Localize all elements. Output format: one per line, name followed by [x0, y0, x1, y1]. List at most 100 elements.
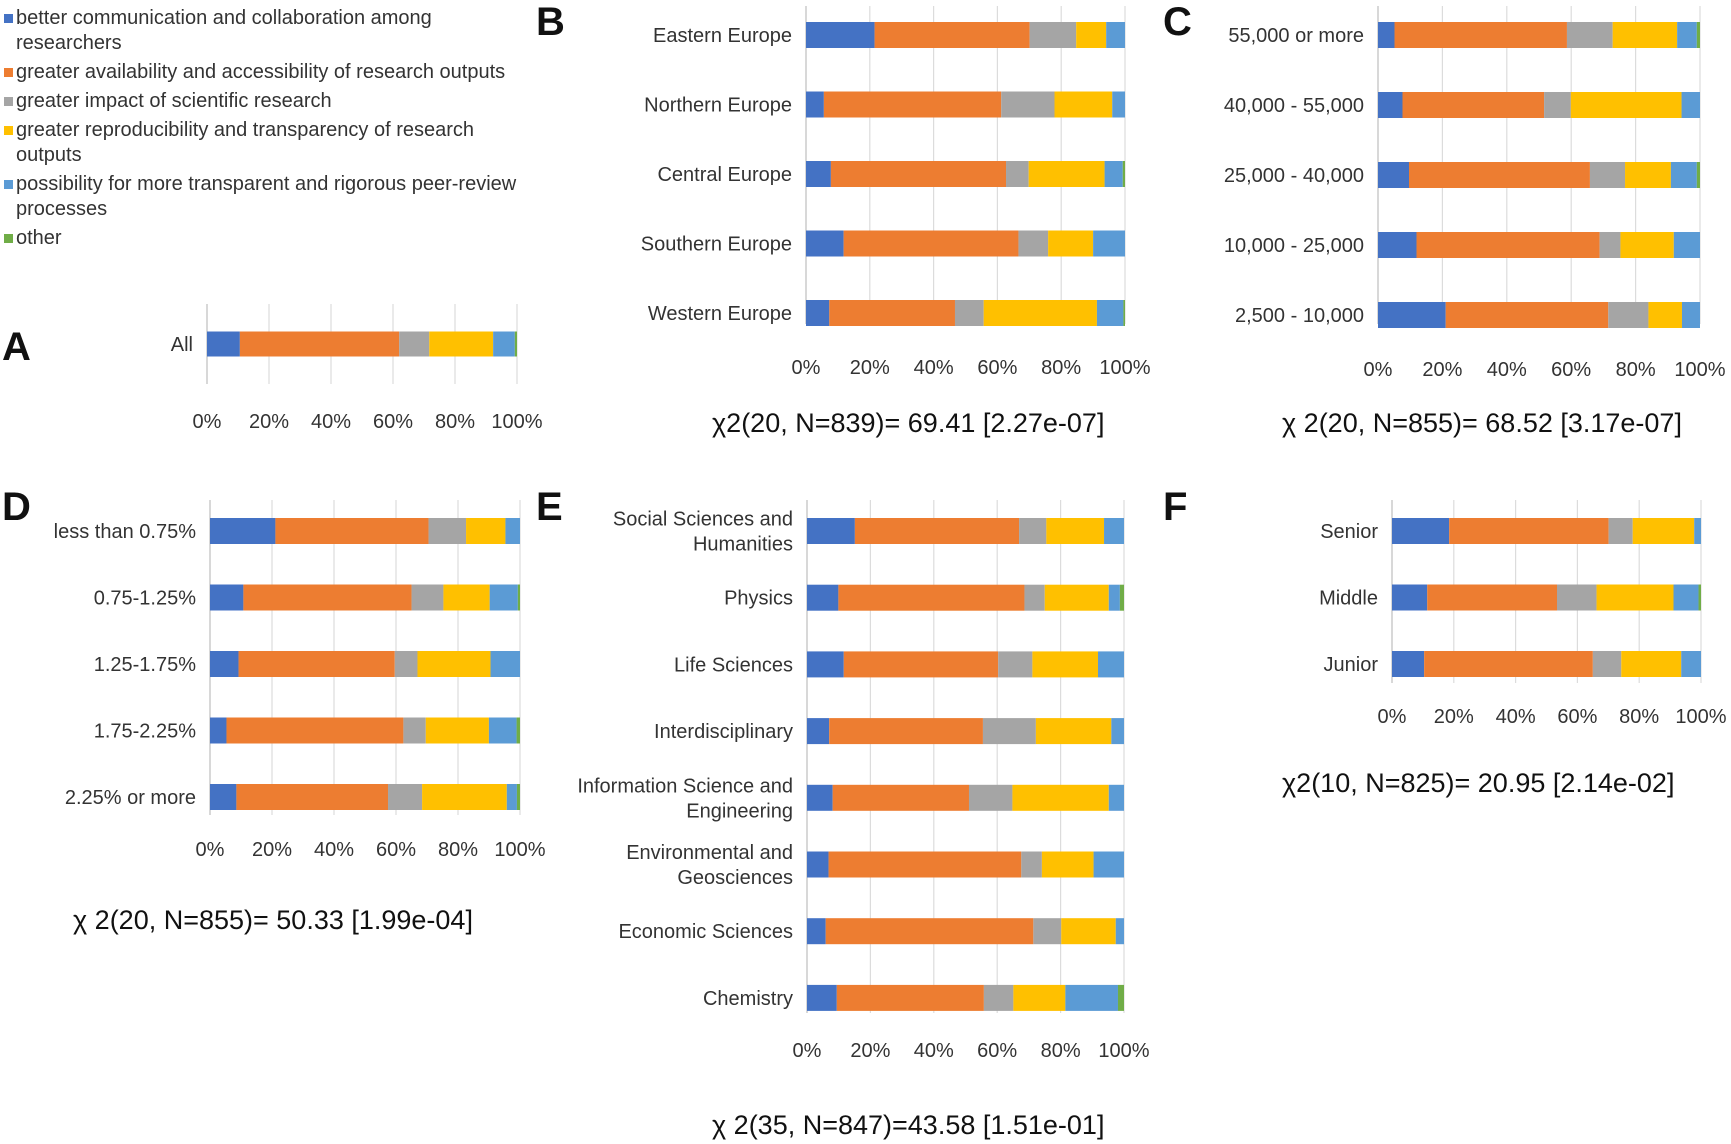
bar-segment: [1076, 22, 1107, 48]
bar-segment: [1445, 302, 1609, 328]
bar-segment: [417, 651, 491, 677]
bar-segment: [1612, 22, 1678, 48]
bar-segment: [489, 584, 518, 611]
x-tick-label: 80%: [1041, 1040, 1081, 1062]
x-tick-label: 40%: [311, 411, 351, 433]
x-tick-label: 80%: [1619, 706, 1659, 728]
panel-b-statistic: χ2(20, N=839)= 69.41 [2.27e-07]: [712, 408, 1105, 438]
bar-segment: [505, 518, 520, 544]
category-label: Senior: [1320, 521, 1378, 543]
bar-segment: [394, 651, 418, 677]
bar-segment: [1698, 584, 1701, 611]
bar-segment: [517, 584, 520, 611]
bar-segment: [399, 331, 430, 357]
x-tick-label: 40%: [1496, 706, 1536, 728]
legend-item: greater impact of scientific research: [2, 89, 542, 114]
bar-segment: [1096, 300, 1124, 326]
bar-segment: [1378, 22, 1395, 48]
category-label: Eastern Europe: [653, 25, 792, 47]
bar-segment: [1106, 22, 1125, 48]
legend-item: greater reproducibility and transparency…: [2, 118, 542, 168]
bar-segment: [1111, 718, 1124, 745]
x-tick-label: 20%: [1422, 359, 1462, 381]
legend-item: possibility for more transparent and rig…: [2, 172, 542, 222]
bar-segment: [239, 331, 400, 357]
bar-segment: [1696, 162, 1700, 188]
bar-segment: [1392, 584, 1428, 611]
category-label: 0.75-1.25%: [94, 588, 197, 610]
bar-segment: [488, 717, 517, 744]
bar-segment: [1001, 91, 1055, 118]
bar-segment: [1677, 22, 1697, 48]
bar-segment: [226, 717, 404, 744]
bar-segment: [823, 91, 1002, 118]
bar-segment: [388, 784, 423, 810]
legend-label: possibility for more transparent and rig…: [16, 173, 517, 220]
bar-segment: [1625, 162, 1671, 188]
bar-segment: [1402, 92, 1545, 118]
x-tick-label: 0%: [1378, 706, 1407, 728]
x-tick-label: 0%: [196, 839, 225, 861]
bar-segment: [1378, 92, 1403, 118]
bar-segment: [210, 518, 276, 544]
bar-segment: [1122, 161, 1125, 187]
bar-segment: [838, 584, 1025, 611]
bar-segment: [807, 918, 826, 945]
panel-letter-e: E: [536, 485, 563, 529]
bar-segment: [1566, 22, 1613, 48]
bar-segment: [836, 984, 984, 1011]
category-label: Economic Sciences: [618, 921, 793, 943]
category-label: less than 0.75%: [54, 521, 197, 543]
bar-segment: [1681, 651, 1701, 677]
bar-segment: [443, 584, 490, 611]
category-label: Southern Europe: [641, 234, 792, 256]
bar-segment: [806, 230, 844, 257]
x-tick-label: 40%: [914, 1040, 954, 1062]
bar-segment: [411, 584, 444, 611]
x-tick-label: 20%: [249, 411, 289, 433]
chart-panel-c: 0% 20% 40% 60% 80% 100% 55,000 or more 40,000 -…: [1224, 6, 1726, 381]
x-tick-label: 60%: [373, 411, 413, 433]
bar-segment: [490, 651, 520, 677]
panel-letter-c: C: [1163, 0, 1192, 44]
bar-segment: [807, 984, 837, 1011]
bar-segment: [1673, 232, 1700, 258]
bar-segment: [954, 300, 984, 326]
bar-segment: [1046, 518, 1105, 544]
bar-segment: [1392, 518, 1450, 544]
bar-segment: [1596, 584, 1674, 611]
x-tick-label: 20%: [850, 1040, 890, 1062]
panel-d-statistic: χ 2(20, N=855)= 50.33 [1.99e-04]: [73, 905, 473, 935]
bar-segment: [1108, 784, 1124, 811]
category-label: 2,500 - 10,000: [1235, 305, 1364, 327]
category-label: Environmental and: [626, 842, 793, 864]
panel-letter-d: D: [2, 485, 31, 529]
category-label: 1.25-1.75%: [94, 654, 197, 676]
bar-segment: [466, 518, 506, 544]
x-tick-label: 60%: [977, 1040, 1017, 1062]
bar-segment: [425, 717, 489, 744]
bar-segment: [843, 651, 999, 678]
bar-segment: [210, 717, 227, 744]
chart-panel-e: 0% 20% 40% 60% 80% 100% Social Sciences and Hum…: [577, 500, 1150, 1062]
panel-letter-f: F: [1163, 485, 1188, 529]
bar-segment: [806, 91, 824, 118]
bar-segment: [1035, 718, 1112, 745]
bar-segment: [982, 718, 1036, 745]
bar-segment: [1117, 984, 1124, 1011]
bar-segment: [843, 230, 1019, 257]
bar-segment: [1021, 851, 1042, 878]
bar-segment: [207, 331, 240, 357]
bar-segment: [983, 984, 1014, 1011]
bar-segment: [1112, 91, 1125, 118]
x-tick-label: 20%: [1434, 706, 1474, 728]
category-label: 25,000 - 40,000: [1224, 165, 1364, 187]
bar-segment: [1019, 518, 1047, 544]
bar-segment: [1032, 651, 1099, 678]
bar-segment: [403, 717, 426, 744]
bar-segment: [1632, 518, 1695, 544]
panel-e-statistic: χ 2(35, N=847)=43.58 [1.51e-01]: [712, 1110, 1105, 1140]
category-label: Humanities: [693, 534, 793, 556]
category-label: Physics: [724, 588, 793, 610]
bar-segment: [1054, 91, 1113, 118]
